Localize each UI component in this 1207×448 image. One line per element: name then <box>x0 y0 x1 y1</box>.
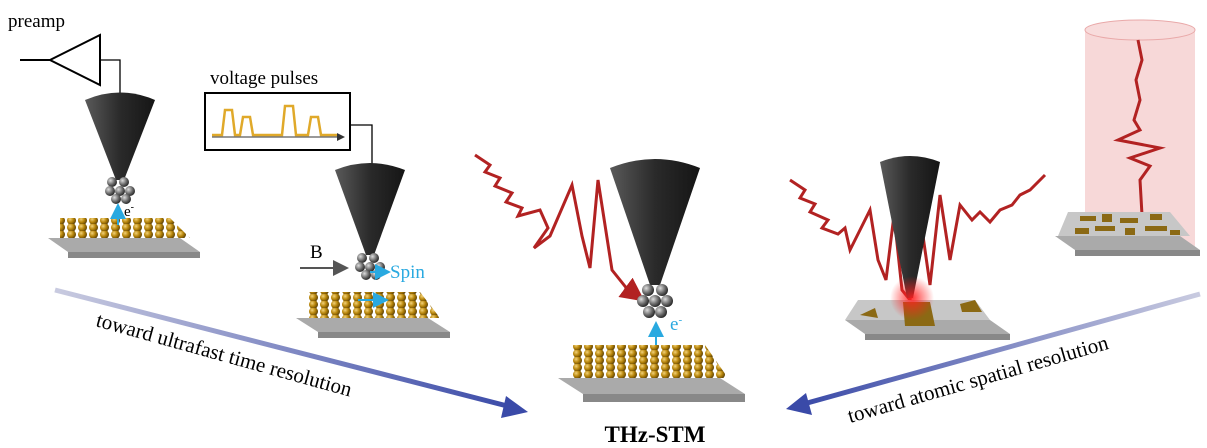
field-label: B <box>310 242 323 263</box>
field-glow <box>890 276 934 320</box>
electron-label: e- <box>670 314 682 335</box>
tip <box>85 93 155 205</box>
electron-sup: - <box>678 314 682 326</box>
page: {"labels": {"preamp": "preamp", "voltage… <box>0 0 1207 448</box>
diagram: preamp e- voltage pulses B Spin toward <box>0 0 1207 448</box>
preamp-label: preamp <box>8 11 65 32</box>
thz-arrow <box>625 287 640 298</box>
title: THz-STM <box>605 422 706 447</box>
pulses-box <box>205 93 350 150</box>
substrate <box>558 345 745 402</box>
substrate <box>296 292 450 338</box>
pulses-label: voltage pulses <box>210 68 318 89</box>
progress-arrow <box>55 290 515 408</box>
arrow-head <box>501 396 528 418</box>
tip <box>610 159 700 318</box>
electron-label: e- <box>124 202 134 220</box>
spin-label: Spin <box>390 262 425 283</box>
substrate <box>48 218 200 258</box>
arrow-head <box>786 393 812 415</box>
electron-base: e <box>670 314 678 335</box>
thz-pulse <box>475 155 628 290</box>
electron-sup: - <box>131 202 134 213</box>
